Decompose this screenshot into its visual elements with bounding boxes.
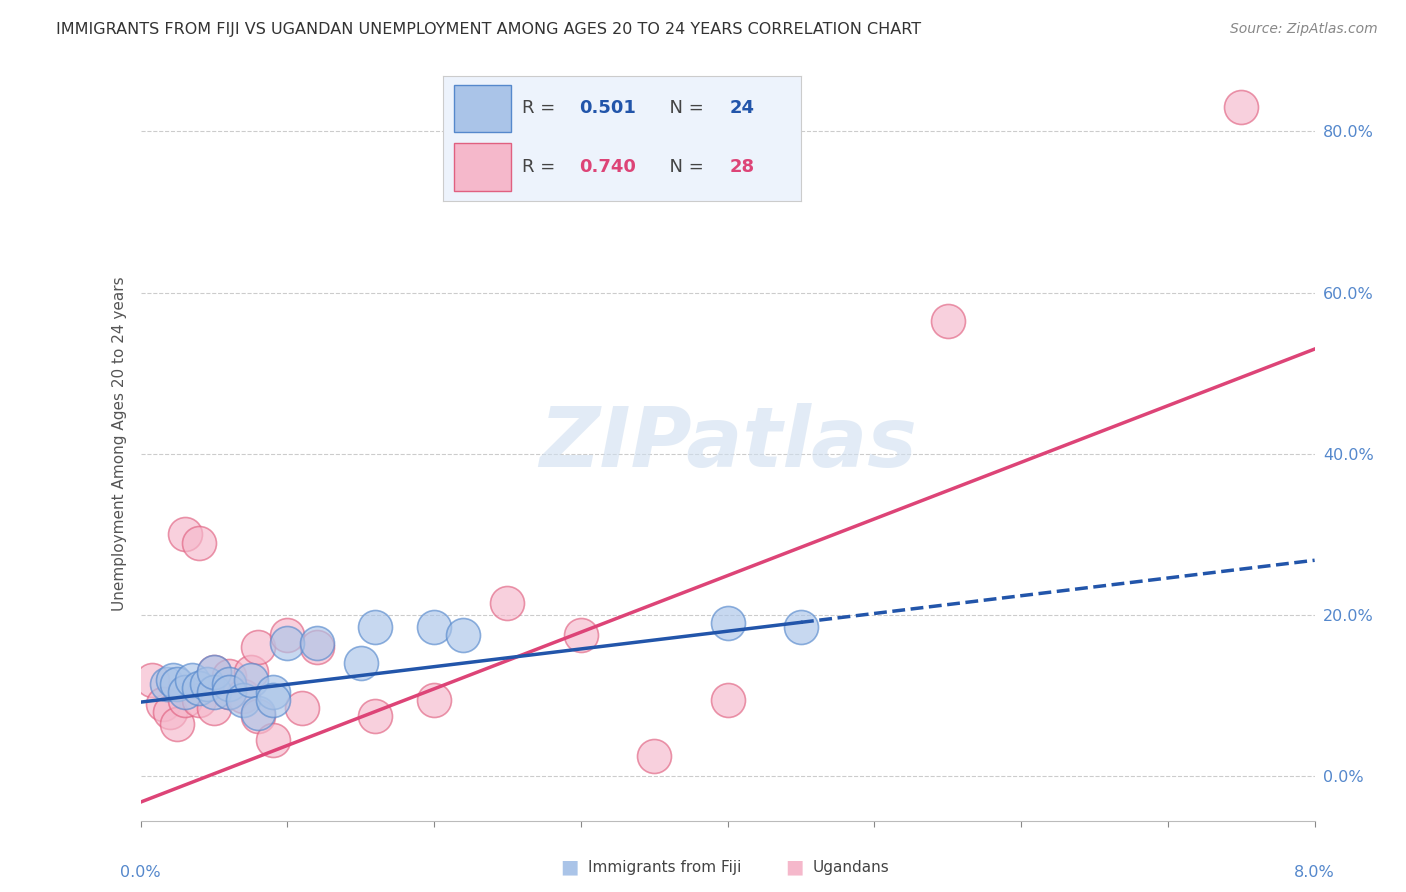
Text: ■: ■ bbox=[560, 857, 579, 877]
Point bbox=[423, 620, 446, 634]
Point bbox=[305, 636, 328, 650]
Point bbox=[232, 692, 254, 706]
Text: IMMIGRANTS FROM FIJI VS UGANDAN UNEMPLOYMENT AMONG AGES 20 TO 24 YEARS CORRELATI: IMMIGRANTS FROM FIJI VS UGANDAN UNEMPLOY… bbox=[56, 22, 921, 37]
Point bbox=[188, 681, 211, 695]
Text: 0.740: 0.740 bbox=[579, 158, 636, 176]
Point bbox=[166, 676, 188, 690]
Bar bbox=[454, 144, 510, 191]
Point bbox=[364, 620, 387, 634]
Point bbox=[152, 697, 174, 711]
Point bbox=[181, 673, 204, 687]
Point bbox=[188, 692, 211, 706]
Point bbox=[156, 676, 179, 690]
Point bbox=[173, 692, 195, 706]
Point bbox=[790, 620, 813, 634]
Point bbox=[453, 628, 475, 642]
Text: N =: N = bbox=[658, 158, 710, 176]
Text: 0.0%: 0.0% bbox=[121, 865, 160, 880]
Text: 0.501: 0.501 bbox=[579, 99, 636, 117]
Point bbox=[202, 684, 225, 698]
Point bbox=[162, 673, 184, 687]
Point bbox=[643, 749, 665, 764]
Point bbox=[141, 673, 163, 687]
Point bbox=[218, 676, 240, 690]
Point bbox=[569, 628, 592, 642]
Point bbox=[423, 692, 446, 706]
Point bbox=[173, 684, 195, 698]
Point bbox=[717, 692, 740, 706]
Point bbox=[717, 616, 740, 631]
Text: N =: N = bbox=[658, 99, 710, 117]
Point bbox=[195, 676, 218, 690]
Point bbox=[936, 314, 959, 328]
Point bbox=[202, 700, 225, 714]
Text: 24: 24 bbox=[730, 99, 755, 117]
Point bbox=[239, 665, 262, 679]
Point bbox=[166, 717, 188, 731]
Point bbox=[262, 684, 284, 698]
Point bbox=[276, 628, 298, 642]
Text: R =: R = bbox=[522, 99, 561, 117]
Text: R =: R = bbox=[522, 158, 561, 176]
Text: 28: 28 bbox=[730, 158, 755, 176]
Point bbox=[188, 535, 211, 549]
Point bbox=[247, 640, 270, 655]
Text: Ugandans: Ugandans bbox=[813, 860, 890, 874]
Text: Source: ZipAtlas.com: Source: ZipAtlas.com bbox=[1230, 22, 1378, 37]
Point bbox=[262, 733, 284, 747]
Point bbox=[247, 706, 270, 721]
Point bbox=[232, 689, 254, 703]
Point bbox=[291, 700, 314, 714]
Point bbox=[305, 640, 328, 655]
Text: 8.0%: 8.0% bbox=[1295, 865, 1334, 880]
Text: ZIPatlas: ZIPatlas bbox=[538, 403, 917, 484]
Point bbox=[202, 665, 225, 679]
Bar bbox=[454, 85, 510, 132]
Point bbox=[239, 673, 262, 687]
Point bbox=[247, 709, 270, 723]
Point bbox=[159, 705, 181, 719]
Y-axis label: Unemployment Among Ages 20 to 24 years: Unemployment Among Ages 20 to 24 years bbox=[111, 277, 127, 611]
Point bbox=[364, 709, 387, 723]
Point bbox=[218, 668, 240, 682]
Text: Immigrants from Fiji: Immigrants from Fiji bbox=[588, 860, 741, 874]
Point bbox=[202, 665, 225, 679]
Point bbox=[276, 636, 298, 650]
Point bbox=[218, 684, 240, 698]
Point bbox=[218, 684, 240, 698]
Point bbox=[1230, 100, 1253, 114]
Point bbox=[262, 692, 284, 706]
Point bbox=[350, 657, 373, 671]
Point bbox=[173, 527, 195, 541]
Point bbox=[496, 596, 519, 610]
Text: ■: ■ bbox=[785, 857, 804, 877]
